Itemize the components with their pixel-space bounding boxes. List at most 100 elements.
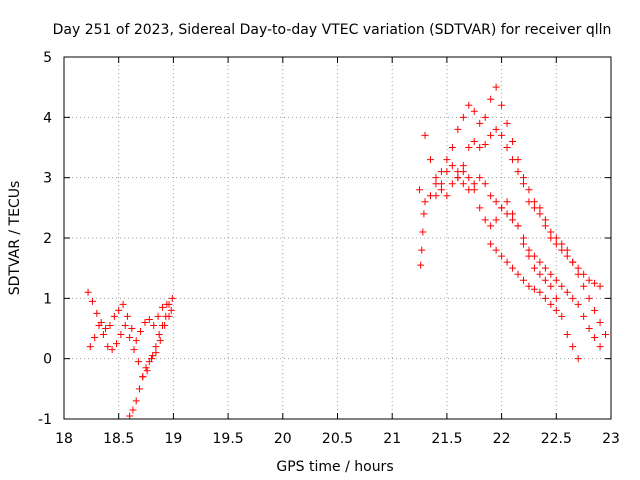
data-point: [88, 297, 96, 305]
data-point: [498, 101, 506, 109]
data-point: [541, 222, 549, 230]
data-point: [158, 321, 166, 329]
data-point: [591, 334, 599, 342]
y-tick-label: 3: [43, 171, 52, 187]
x-tick-label: 22.5: [541, 431, 572, 447]
data-point: [514, 270, 522, 278]
data-point: [416, 186, 424, 194]
data-point: [113, 340, 121, 348]
data-point: [104, 343, 112, 351]
data-point: [476, 204, 484, 212]
data-point: [492, 246, 500, 254]
data-point: [162, 312, 170, 320]
data-point: [421, 198, 429, 206]
data-point: [481, 180, 489, 188]
data-point: [106, 321, 114, 329]
data-point: [448, 180, 456, 188]
data-point: [509, 137, 517, 145]
data-point: [552, 234, 560, 242]
data-point: [591, 279, 599, 287]
data-point: [168, 294, 176, 302]
data-point: [421, 131, 429, 139]
data-point: [547, 300, 555, 308]
data-point: [503, 119, 511, 127]
y-tick-label: 1: [43, 291, 52, 307]
data-point: [574, 264, 582, 272]
data-point: [509, 264, 517, 272]
data-point: [448, 162, 456, 170]
data-point: [514, 168, 522, 176]
x-tick-label: 22: [493, 431, 511, 447]
data-point: [552, 294, 560, 302]
data-point: [602, 331, 610, 339]
data-point: [514, 222, 522, 230]
data-point: [130, 346, 138, 354]
x-tick-label: 19.5: [213, 431, 244, 447]
data-point: [99, 331, 107, 339]
data-point: [519, 240, 527, 248]
data-point: [417, 261, 425, 269]
data-point: [547, 282, 555, 290]
data-point: [470, 186, 478, 194]
y-tick-label: 4: [43, 110, 52, 126]
data-point: [596, 282, 604, 290]
data-point: [155, 331, 163, 339]
series-s7: [454, 168, 582, 363]
data-point: [459, 168, 467, 176]
data-point: [123, 312, 131, 320]
series-s8: [487, 240, 560, 314]
series-s6: [432, 162, 604, 351]
y-tick-label: 5: [43, 50, 52, 66]
data-point: [117, 331, 125, 339]
data-point: [558, 282, 566, 290]
data-point: [167, 306, 175, 314]
data-point: [574, 270, 582, 278]
data-point: [558, 312, 566, 320]
data-point: [541, 276, 549, 284]
data-point: [476, 144, 484, 151]
data-point: [574, 300, 582, 308]
y-axis-label: SDTVAR / TECUs: [7, 181, 23, 296]
data-point: [498, 131, 506, 139]
data-point: [470, 180, 478, 188]
data-point: [487, 131, 495, 139]
data-point: [541, 264, 549, 272]
data-point: [492, 198, 500, 206]
data-point: [102, 325, 110, 332]
data-point: [459, 180, 467, 188]
data-point: [141, 318, 149, 326]
series-s5: [421, 83, 610, 339]
x-tick-label: 20: [274, 431, 292, 447]
data-point: [519, 276, 527, 284]
data-point: [492, 125, 500, 133]
x-tick-label: 23: [602, 431, 620, 447]
data-point: [108, 346, 116, 354]
data-point: [432, 192, 440, 200]
data-point: [552, 306, 560, 314]
x-tick-label: 20.5: [322, 431, 353, 447]
data-point: [563, 252, 571, 260]
data-point: [152, 349, 160, 357]
data-point: [541, 294, 549, 302]
data-point: [585, 276, 593, 284]
data-point: [503, 258, 511, 266]
series-s4: [416, 125, 604, 290]
data-point: [487, 95, 495, 103]
data-point: [128, 325, 136, 332]
plot-frame: [63, 56, 612, 420]
y-tick-label: 2: [43, 231, 52, 247]
data-point: [145, 315, 153, 323]
data-point: [132, 397, 140, 405]
data-point: [530, 198, 538, 206]
series-s1: [84, 288, 175, 345]
data-point: [476, 174, 484, 182]
data-point: [525, 186, 533, 194]
data-point: [503, 144, 511, 151]
data-point: [459, 113, 467, 121]
x-tick-label: 18.5: [103, 431, 134, 447]
data-point: [437, 180, 445, 188]
data-point: [569, 343, 577, 351]
data-point: [149, 352, 157, 360]
data-point: [547, 228, 555, 236]
